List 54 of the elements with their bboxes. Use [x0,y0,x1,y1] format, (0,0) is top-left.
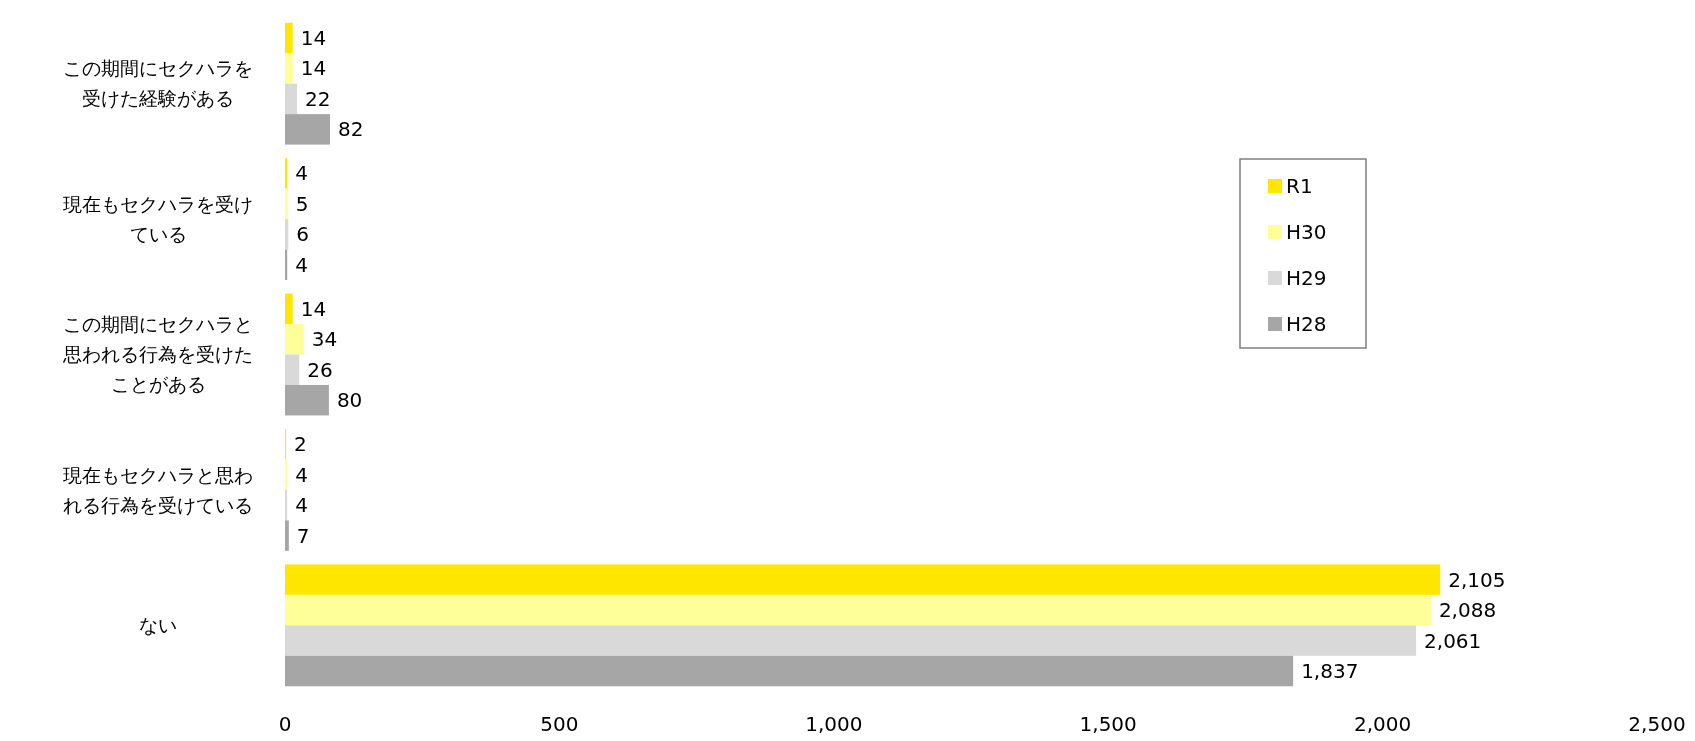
data-label: 14 [300,56,327,81]
data-label: 6 [296,222,310,247]
bar [285,520,289,551]
data-label: 2,061 [1424,628,1482,653]
bar [285,293,293,325]
bar [285,564,1441,595]
bar [285,324,304,355]
y-tick-label: この期間にセクハラを受けた経験がある [63,57,253,110]
bar [285,114,330,145]
bar [285,249,288,281]
y-tick-label: 現在もセクハラを受けている [63,192,253,245]
data-label: 80 [336,388,363,413]
bar [285,219,289,250]
bar [285,158,288,189]
bar [285,22,293,54]
data-label: 5 [295,191,309,216]
legend-label: H28 [1286,312,1327,336]
data-label: 2 [294,432,307,457]
legend-label: H30 [1286,220,1327,244]
y-tick-label: この期間にセクハラと思われる行為を受けたことがある [62,313,253,396]
data-label: 4 [295,161,308,186]
data-label: 34 [311,327,338,352]
bar [285,188,288,220]
bar [285,459,288,490]
data-label: 2,105 [1448,567,1506,592]
bar [285,83,298,115]
bar [285,625,1417,656]
y-tick-label: 現在もセクハラと思われる行為を受けている [63,463,253,516]
x-tick-label: 2,000 [1353,712,1412,736]
data-label: 2,088 [1438,598,1497,623]
legend-label: H29 [1286,266,1327,290]
data-label: 14 [300,296,327,321]
bar [285,594,1431,626]
y-tick-label: ない [139,614,177,636]
data-label: 4 [295,252,308,277]
bar [285,655,1294,687]
data-label: 14 [300,25,327,50]
x-tick-label: 500 [540,712,579,736]
legend-label: R1 [1286,174,1313,198]
data-label: 7 [296,523,310,548]
bar [285,354,300,385]
x-tick-label: 2,500 [1628,712,1686,736]
data-label: 4 [295,462,308,487]
data-label: 4 [295,493,308,518]
data-label: 82 [338,117,364,142]
data-label: 1,837 [1301,659,1359,684]
data-label: 26 [307,357,333,382]
bar [285,489,288,521]
data-label: 22 [305,86,331,111]
x-tick-label: 1,000 [805,712,863,736]
bar [285,53,293,84]
x-tick-label: 1,500 [1079,712,1137,736]
x-tick-label: 0 [278,712,292,736]
bar [285,384,329,416]
